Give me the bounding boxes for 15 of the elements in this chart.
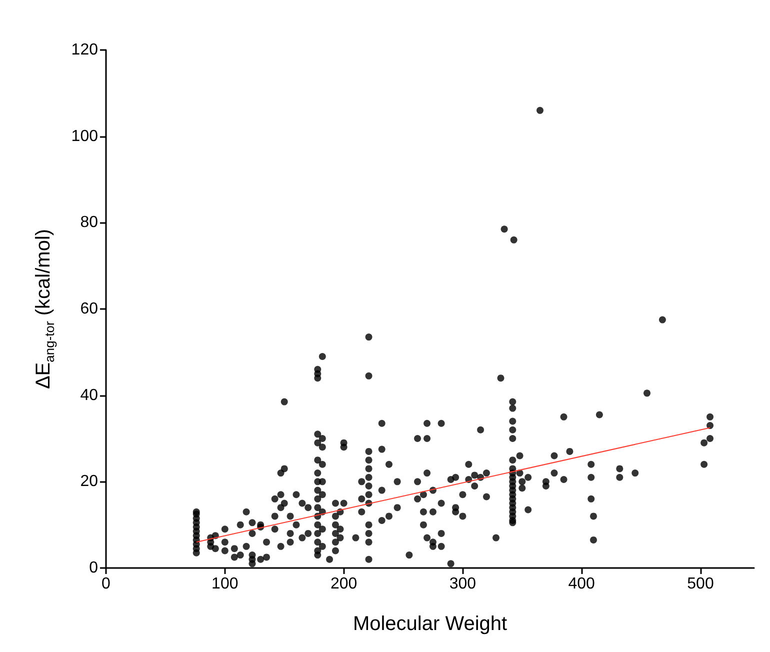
x-tick-label: 200 — [330, 576, 358, 592]
x-tick-label: 0 — [102, 576, 111, 592]
y-tick-label: 100 — [71, 128, 98, 145]
y-tick-label: 120 — [71, 42, 98, 58]
y-tick-label: 0 — [89, 560, 98, 576]
x-axis-title: Molecular Weight — [352, 613, 508, 635]
x-tick-label: 400 — [568, 576, 596, 592]
y-tick-label: 40 — [80, 386, 98, 404]
y-tick-label: 20 — [80, 473, 98, 490]
y-axis-title: ΔEang-tor (kcal/mol) — [32, 228, 57, 390]
x-tick-label: 300 — [449, 576, 476, 592]
y-tick-label: 80 — [80, 214, 98, 232]
y-tick-label: 60 — [80, 300, 98, 318]
x-tick-label: 100 — [212, 576, 238, 592]
x-tick-label: 500 — [687, 576, 714, 592]
